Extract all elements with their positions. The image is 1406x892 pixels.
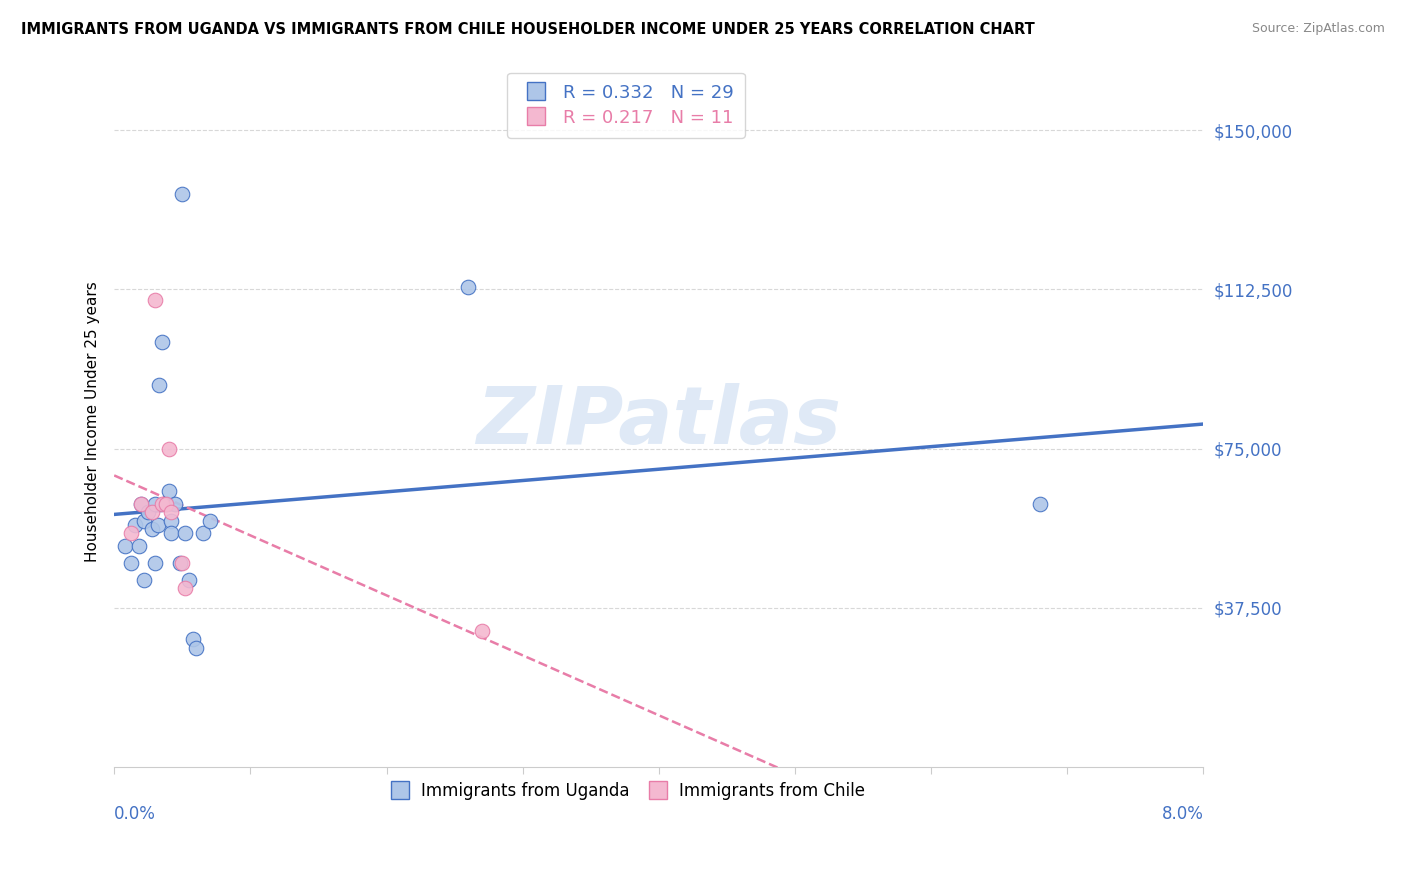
Point [165, 497, 187, 511]
Point [143, 556, 166, 570]
Point [172, 556, 194, 570]
Point [143, 497, 166, 511]
Point [141, 505, 163, 519]
Text: IMMIGRANTS FROM UGANDA VS IMMIGRANTS FROM CHILE HOUSEHOLDER INCOME UNDER 25 YEAR: IMMIGRANTS FROM UGANDA VS IMMIGRANTS FRO… [21, 22, 1035, 37]
Point [457, 280, 479, 294]
Point [124, 517, 146, 532]
Point [120, 526, 142, 541]
Point [169, 556, 191, 570]
Point [172, 187, 194, 202]
Point [471, 624, 494, 638]
Point [134, 573, 156, 587]
Point [181, 632, 204, 647]
Point [160, 514, 183, 528]
Point [128, 539, 150, 553]
Text: 8.0%: 8.0% [1161, 805, 1204, 823]
Point [141, 522, 163, 536]
Point [120, 556, 142, 570]
Point [157, 483, 180, 498]
Point [155, 497, 177, 511]
Point [1029, 497, 1052, 511]
Point [160, 505, 183, 519]
Point [198, 514, 221, 528]
Point [148, 378, 170, 392]
Point [150, 497, 173, 511]
Point [143, 293, 166, 307]
Point [131, 497, 153, 511]
Point [174, 582, 197, 596]
Point [160, 526, 183, 541]
Point [131, 497, 153, 511]
Point [134, 514, 156, 528]
Y-axis label: Householder Income Under 25 years: Householder Income Under 25 years [86, 282, 100, 562]
Point [136, 505, 159, 519]
Text: 0.0%: 0.0% [114, 805, 156, 823]
Legend: Immigrants from Uganda, Immigrants from Chile: Immigrants from Uganda, Immigrants from … [381, 775, 872, 806]
Point [174, 526, 197, 541]
Point [177, 573, 200, 587]
Point [150, 335, 173, 350]
Text: ZIPatlas: ZIPatlas [477, 383, 841, 461]
Point [191, 526, 214, 541]
Point [155, 497, 177, 511]
Point [184, 640, 207, 655]
Point [146, 517, 169, 532]
Point [157, 442, 180, 456]
Text: Source: ZipAtlas.com: Source: ZipAtlas.com [1251, 22, 1385, 36]
Point [114, 539, 136, 553]
